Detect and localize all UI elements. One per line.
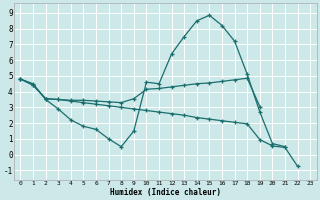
X-axis label: Humidex (Indice chaleur): Humidex (Indice chaleur) — [110, 188, 221, 197]
